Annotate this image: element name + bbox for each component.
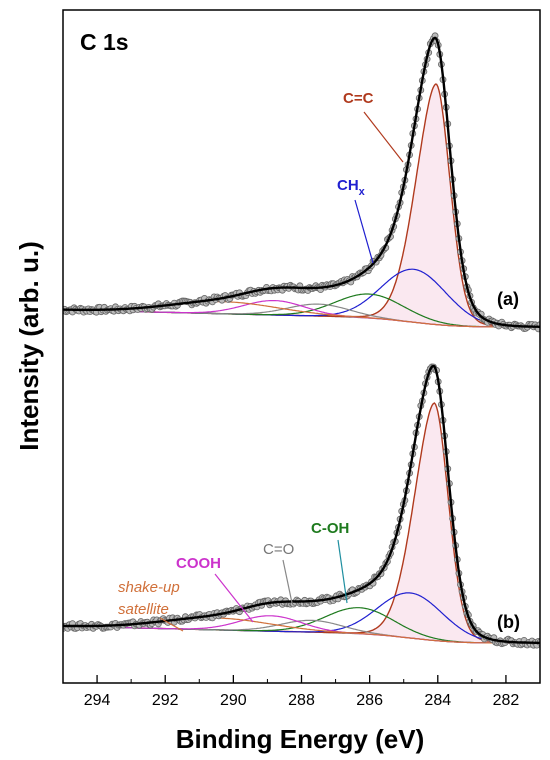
x-tick-label-292: 292 — [152, 692, 179, 709]
chart-title: C 1s — [80, 29, 129, 55]
annotation-cc-leader — [363, 111, 404, 163]
annotation-chx-subscript: x — [359, 186, 366, 198]
envelope-fit-line — [63, 364, 540, 644]
x-tick-label-290: 290 — [220, 692, 247, 709]
x-tick-label-286: 286 — [356, 692, 383, 709]
x-tick-label-284: 284 — [424, 692, 451, 709]
envelope-fit-line — [63, 36, 540, 328]
annotation-cooh: COOH — [176, 555, 221, 572]
y-axis-label: Intensity (arb. u.) — [14, 241, 44, 450]
cc-area-fill — [63, 84, 540, 328]
curves-layer — [63, 32, 540, 649]
panel-label-a: (a) — [497, 289, 519, 309]
panel-label-b: (b) — [497, 612, 520, 632]
annotation-chx-text: CH — [337, 177, 359, 194]
annotation-chx-leader — [354, 199, 374, 264]
x-axis-label: Binding Energy (eV) — [176, 724, 424, 754]
annotation-satellite-line1: shake-up — [118, 579, 180, 596]
panel-b-curves — [63, 363, 540, 649]
annotation-co-leader — [282, 559, 293, 604]
x-tick-label-288: 288 — [288, 692, 315, 709]
cc-area-fill — [63, 403, 540, 644]
annotation-cc: C=C — [343, 90, 374, 107]
panel-a-curves — [63, 32, 540, 333]
x-axis-ticks: 294 292 290 288 286 284 282 — [62, 675, 541, 709]
annotation-coh-leader — [337, 539, 348, 604]
x-tick-label-282: 282 — [493, 692, 520, 709]
annotation-chx: CHx — [337, 177, 366, 198]
annotation-coh: C-OH — [311, 520, 349, 537]
annotation-cooh-leader — [214, 573, 254, 623]
annotation-satellite-line2: satellite — [118, 601, 169, 618]
x-tick-label-294: 294 — [84, 692, 111, 709]
annotation-co: C=O — [263, 541, 294, 558]
annotation-satellite-leader — [159, 617, 184, 632]
